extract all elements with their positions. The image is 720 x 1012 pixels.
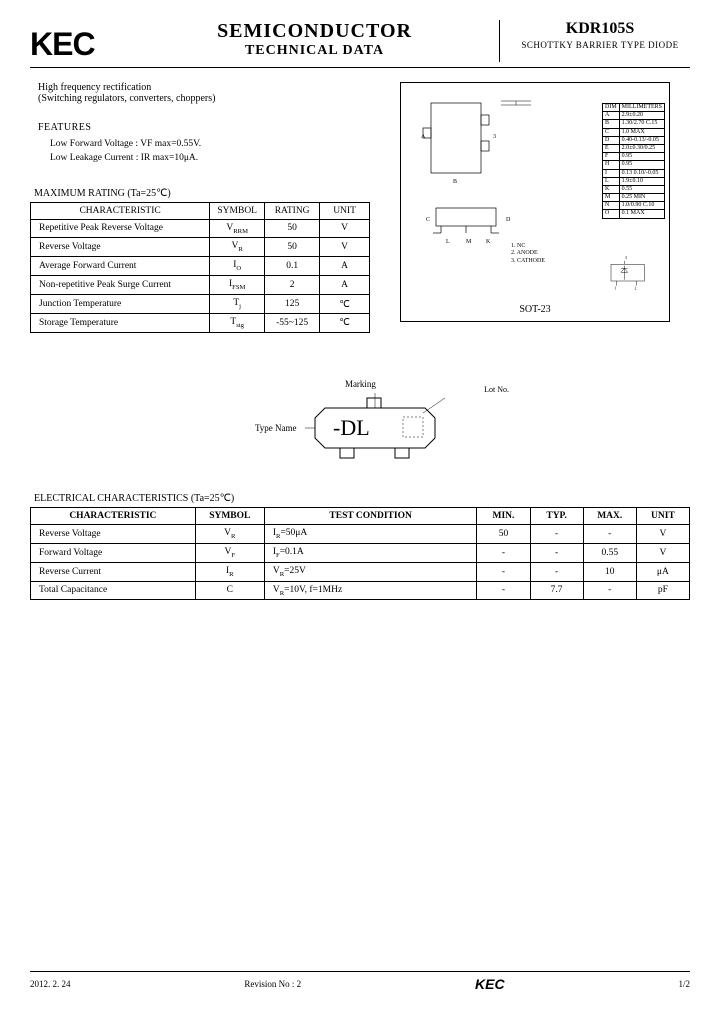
feature-item: Low Forward Voltage : VF max=0.55V. [50, 137, 380, 151]
page-footer: 2012. 2. 24 Revision No : 2 KEC 1/2 [30, 971, 690, 992]
pin-labels: 1. NC 2. ANODE 3. CATHODE [511, 243, 545, 266]
max-rating-title: MAXIMUM RATING (Ta=25℃) [34, 188, 380, 199]
max-rating-table: CHARACTERISTIC SYMBOL RATING UNIT Repeti… [30, 202, 370, 333]
col-unit: UNIT [320, 202, 370, 219]
title-line1: SEMICONDUCTOR [140, 20, 489, 43]
content: High frequency rectification (Switching … [30, 68, 690, 600]
marking-label: Marking [345, 379, 376, 389]
svg-text:3: 3 [493, 134, 496, 140]
svg-text:D: D [506, 217, 511, 223]
table-row: Storage TemperatureTstg-55~125℃ [31, 313, 370, 332]
col-characteristic: CHARACTERISTIC [31, 202, 210, 219]
table-header-row: CHARACTERISTIC SYMBOL RATING UNIT [31, 202, 370, 219]
table-row: Non-repetitive Peak Surge CurrentIFSM2A [31, 276, 370, 295]
marking-section: Marking Lot No. Type Name -DL [30, 393, 690, 463]
table-row: Repetitive Peak Reverse VoltageVRRM50V [31, 219, 370, 238]
features-title: FEATURES [38, 122, 380, 133]
table-row: Reverse VoltageVR50V [31, 238, 370, 257]
title-line2: TECHNICAL DATA [140, 43, 489, 59]
marking-code: -DL [333, 415, 370, 440]
svg-text:2: 2 [634, 286, 636, 291]
table-row: Total CapacitanceCVR=10V, f=1MHz-7.7-pF [31, 581, 690, 600]
svg-text:1: 1 [614, 286, 616, 291]
svg-text:K: K [486, 239, 491, 245]
desc-line1: High frequency rectification [38, 82, 380, 93]
svg-text:B: B [453, 179, 457, 185]
svg-text:M: M [466, 239, 472, 245]
pin-diagram-icon: 3 1 2 [581, 251, 661, 291]
feature-item: Low Leakage Current : IR max=10μA. [50, 151, 380, 165]
table-row: Reverse CurrentIRVR=25V--10μA [31, 562, 690, 581]
footer-date: 2012. 2. 24 [30, 979, 71, 989]
package-diagram: L M K A 3 B D C DIMMILLIMETERS A2.9±0.20… [400, 82, 670, 322]
desc-line2: (Switching regulators, converters, chopp… [38, 93, 380, 104]
type-name-label: Type Name [255, 423, 297, 433]
svg-text:C: C [426, 217, 430, 223]
logo: KEC [30, 20, 140, 63]
center-title: SEMICONDUCTOR TECHNICAL DATA [140, 20, 489, 59]
part-subtitle: SCHOTTKY BARRIER TYPE DIODE [510, 40, 690, 50]
part-title: KDR105S SCHOTTKY BARRIER TYPE DIODE [510, 20, 690, 50]
footer-logo: KEC [475, 976, 505, 992]
marking-icon: -DL [305, 393, 465, 463]
features: FEATURES Low Forward Voltage : VF max=0.… [38, 122, 380, 166]
logo-text: KEC [30, 26, 95, 62]
svg-text:3: 3 [625, 255, 627, 260]
table-row: Forward VoltageVFIF=0.1A--0.55V [31, 543, 690, 562]
col-rating: RATING [265, 202, 320, 219]
lot-label: Lot No. [484, 385, 509, 394]
dimension-table: DIMMILLIMETERS A2.9±0.20 B1.30/2.70 C.15… [602, 103, 665, 219]
col-symbol: SYMBOL [210, 202, 265, 219]
elec-characteristics-table: CHARACTERISTIC SYMBOL TEST CONDITION MIN… [30, 507, 690, 601]
footer-page: 1/2 [678, 979, 690, 989]
table-row: Junction TemperatureTj125℃ [31, 295, 370, 314]
package-name: SOT-23 [401, 304, 669, 315]
header-divider [499, 20, 500, 62]
svg-text:A: A [421, 134, 426, 140]
description: High frequency rectification (Switching … [38, 82, 380, 104]
table-row: Average Forward CurrentIO0.1A [31, 257, 370, 276]
svg-text:L: L [446, 239, 450, 245]
part-number: KDR105S [510, 20, 690, 38]
footer-revision: Revision No : 2 [244, 979, 301, 989]
elec-title: ELECTRICAL CHARACTERISTICS (Ta=25℃) [34, 493, 690, 504]
table-header-row: CHARACTERISTIC SYMBOL TEST CONDITION MIN… [31, 507, 690, 524]
table-row: Reverse VoltageVRIR=50μA50--V [31, 524, 690, 543]
page-header: KEC SEMICONDUCTOR TECHNICAL DATA KDR105S… [30, 20, 690, 68]
